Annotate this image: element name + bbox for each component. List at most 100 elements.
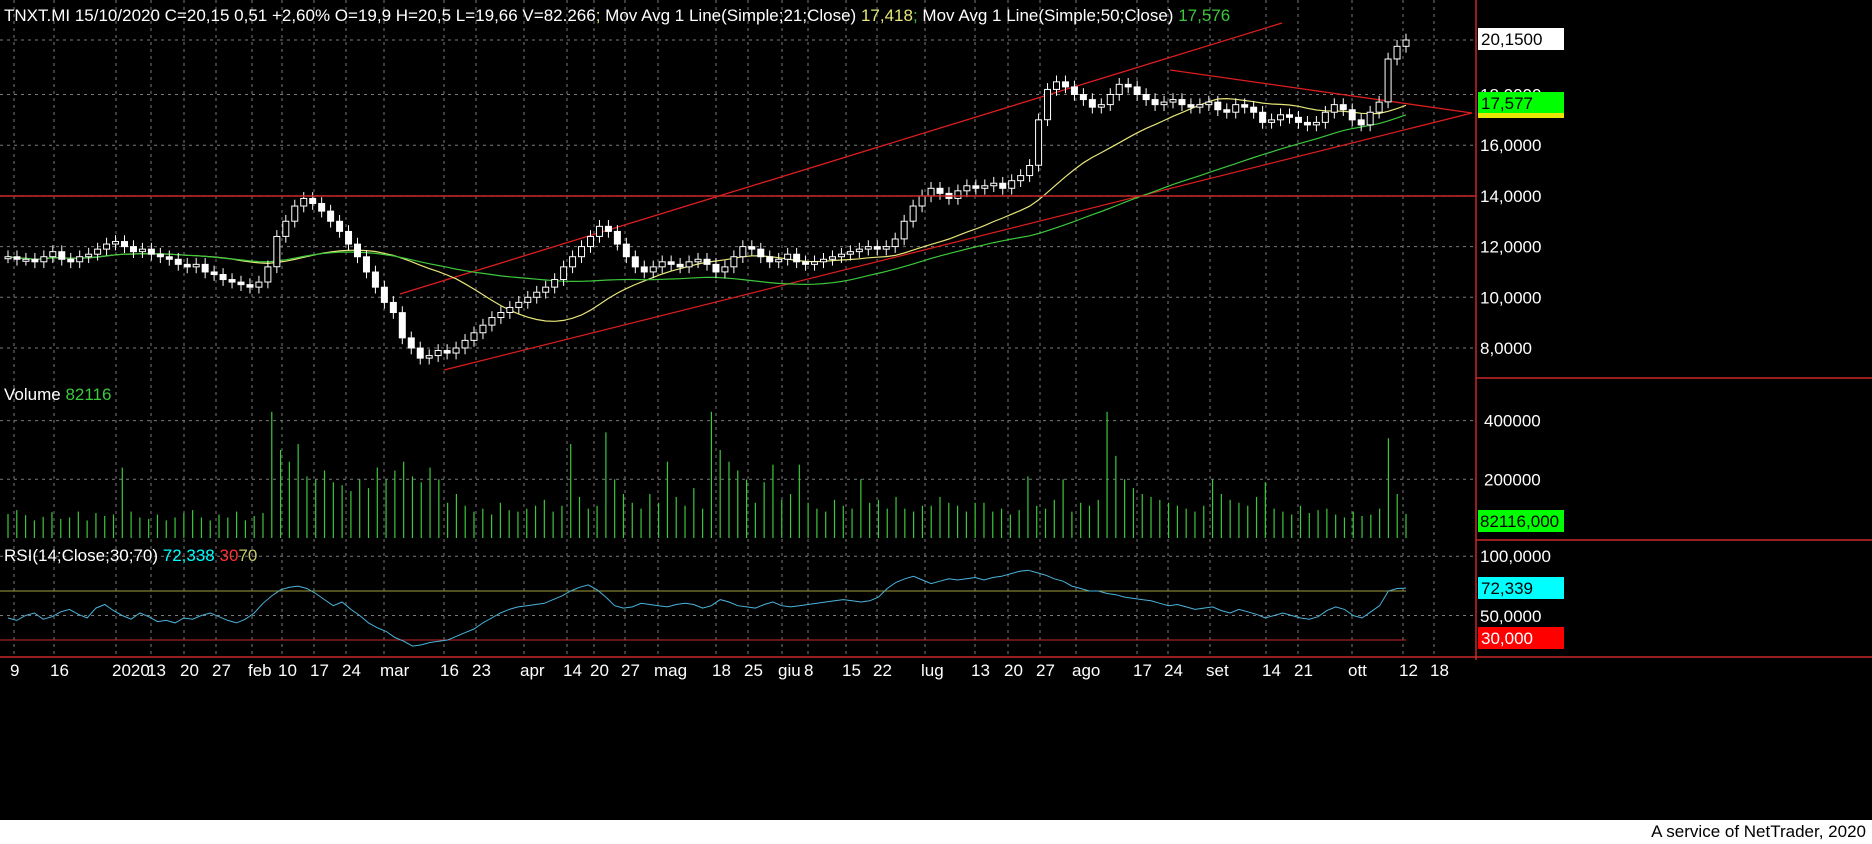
candle-body: [1187, 104, 1195, 108]
candle-body: [569, 256, 577, 268]
candle-body: [667, 261, 675, 265]
ma50-line: [7, 114, 1407, 286]
x-tick-label: 14: [563, 661, 582, 680]
candle-body: [1286, 114, 1293, 118]
candle-body: [219, 274, 227, 281]
x-tick-label: 10: [278, 661, 297, 680]
candle-body: [981, 185, 989, 189]
x-tick-label: giu: [778, 661, 801, 680]
candle-body: [1339, 104, 1347, 111]
candle-body: [802, 261, 810, 265]
candle-body: [533, 291, 541, 298]
ma50-value: 17,576: [1178, 6, 1231, 25]
candle-body: [748, 246, 756, 250]
candle-body: [739, 246, 747, 258]
candle-body: [515, 301, 523, 308]
candle-body: [336, 220, 344, 232]
candle-body: [811, 261, 819, 265]
ma-value-label: 17,577: [1481, 94, 1533, 113]
candle-body: [694, 258, 702, 263]
candle-body: [604, 225, 612, 232]
candle-body: [730, 256, 738, 268]
volume-header: Volume 82116: [4, 385, 111, 405]
x-tick-label: 15: [842, 661, 861, 680]
candle-body: [1375, 101, 1383, 113]
x-tick-label: 24: [342, 661, 361, 680]
candle-body: [828, 256, 836, 260]
x-tick-label: 23: [472, 661, 491, 680]
candle-body: [1079, 94, 1087, 101]
ma50-polyline: [7, 114, 1407, 286]
x-tick-label: mar: [380, 661, 410, 680]
x-tick-label: mag: [654, 661, 687, 680]
rsi-label: RSI(14;Close;30;70): [4, 546, 159, 565]
candle-body: [1232, 104, 1240, 113]
rsi-value-badge: [1478, 577, 1564, 599]
candle-body: [954, 190, 962, 199]
x-tick-label: 13: [147, 661, 166, 680]
candle-body: [1044, 88, 1052, 121]
axis-labels: 18,000016,000014,000012,000010,00008,000…: [10, 28, 1564, 680]
candle-body: [658, 261, 666, 268]
rsi-high: 70: [238, 546, 258, 565]
candle-body: [300, 197, 308, 207]
x-tick-label: 18: [1430, 661, 1449, 680]
candle-body: [685, 261, 693, 268]
candle-body: [1214, 101, 1222, 111]
candle-body: [1097, 104, 1105, 108]
x-tick-label: 12: [1399, 661, 1418, 680]
x-tick-label: 17: [310, 661, 329, 680]
candle-body: [156, 253, 164, 258]
candle-body: [1133, 86, 1141, 95]
candle-body: [784, 253, 792, 260]
candle-body: [793, 253, 801, 263]
candle-body: [1151, 99, 1159, 106]
candle-body: [936, 187, 944, 194]
footer-credit: A service of NetTrader, 2020: [1651, 822, 1866, 841]
x-tick-label: feb: [248, 661, 272, 680]
candle-body: [542, 286, 550, 293]
x-tick-label: 18: [712, 661, 731, 680]
candle-body: [282, 220, 290, 237]
price-header: TNXT.MI 15/10/2020 C=20,15 0,51 +2,60% O…: [4, 6, 1231, 25]
price-tick-label: 16,0000: [1480, 136, 1541, 155]
candle-body: [147, 248, 155, 255]
candle-body: [1160, 101, 1168, 106]
candle-body: [1026, 164, 1034, 177]
candle-body: [371, 271, 379, 288]
candle-body: [1061, 81, 1069, 88]
candle-body: [273, 235, 281, 268]
volume-value-badge: [1478, 510, 1564, 532]
quote-label: C=20,15 0,51 +2,60% O=19,9 H=20,5 L=19,6…: [164, 6, 596, 25]
candle-body: [210, 271, 218, 275]
x-tick-label: 24: [1164, 661, 1183, 680]
candle-body: [264, 266, 272, 283]
ma-value-badge: [1478, 92, 1564, 114]
price-tick-label: 14,0000: [1480, 187, 1541, 206]
candle-body: [497, 312, 505, 319]
candle-body: [183, 263, 191, 268]
candle-body: [85, 253, 93, 258]
candle-body: [174, 258, 182, 265]
x-tick-label: 2020: [112, 661, 150, 680]
x-tick-label: 27: [1036, 661, 1055, 680]
candle-body: [595, 225, 603, 237]
candle-body: [1142, 94, 1150, 101]
candle-body: [121, 241, 128, 248]
candle-body: [820, 258, 827, 263]
candle-body: [1366, 111, 1374, 126]
candle-body: [22, 258, 30, 262]
candle-body: [138, 248, 146, 253]
candle-body: [1205, 101, 1213, 106]
candle-body: [416, 347, 424, 359]
candle-body: [192, 263, 200, 268]
candle-body: [1241, 104, 1249, 108]
candle-body: [640, 266, 648, 273]
candle-body: [1294, 116, 1302, 123]
x-tick-label: 27: [621, 661, 640, 680]
candle-body: [40, 256, 48, 263]
x-tick-label: set: [1206, 661, 1229, 680]
trend-line: [1169, 69, 1473, 114]
candle-body: [1088, 99, 1096, 108]
candle-body: [380, 286, 388, 303]
